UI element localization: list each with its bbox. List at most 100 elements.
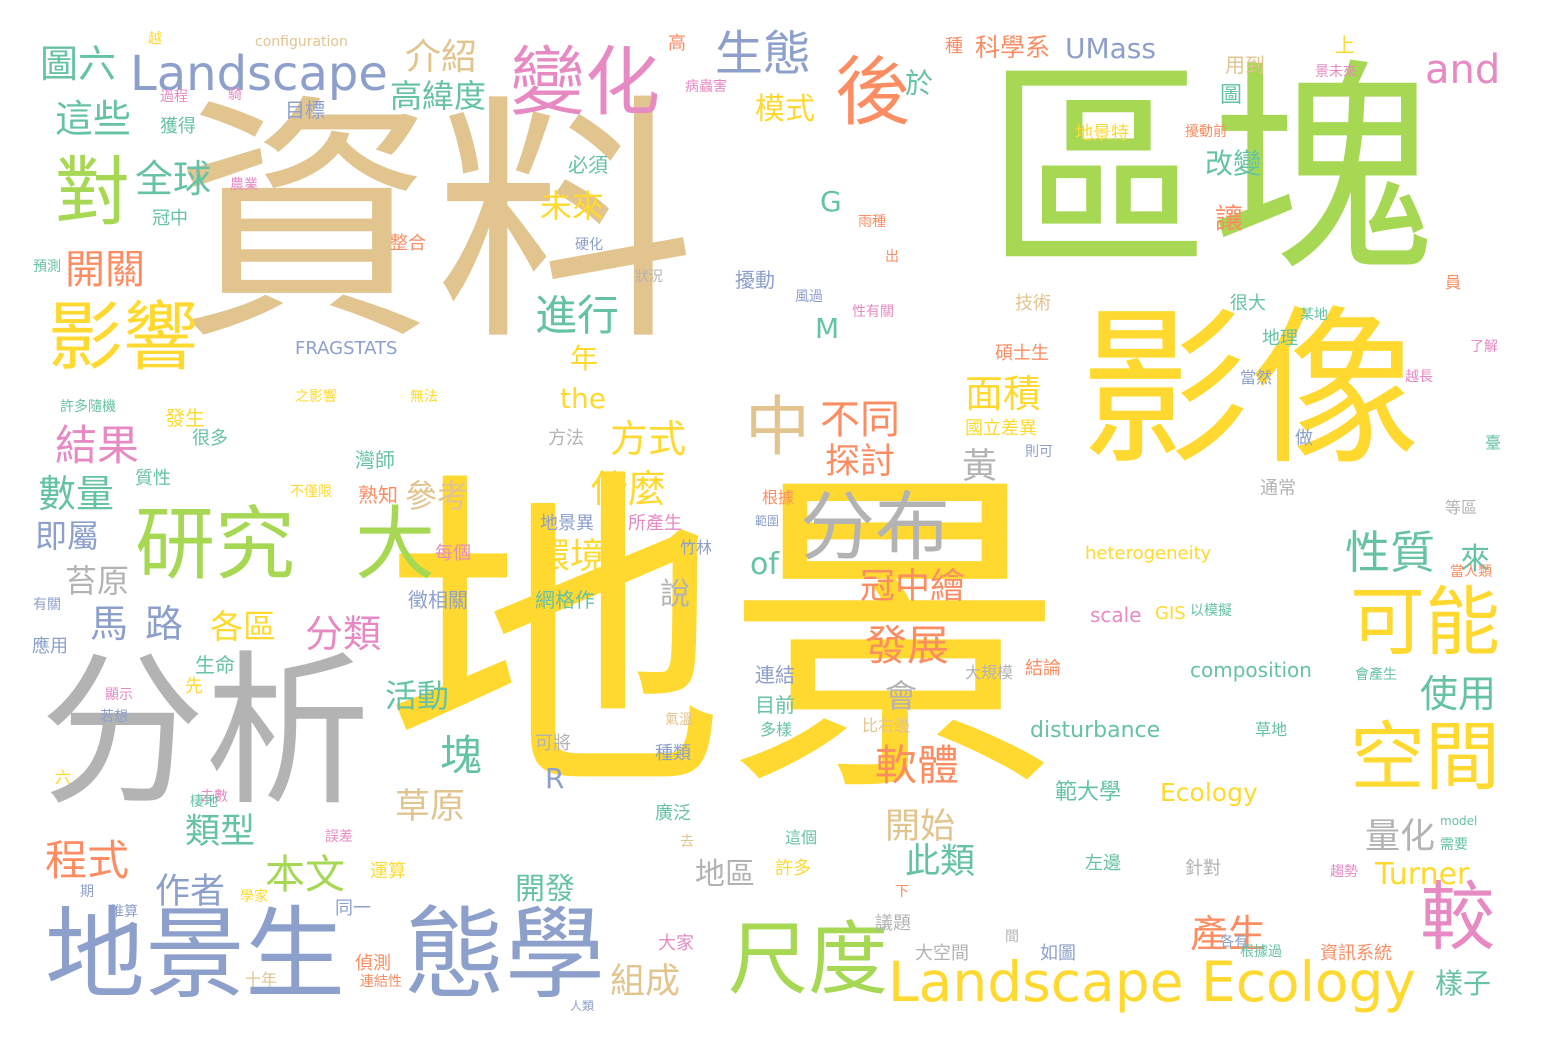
word-39: 不同 bbox=[820, 397, 900, 443]
word-78: disturbance bbox=[1030, 718, 1161, 743]
word-173: 有關 bbox=[33, 597, 61, 613]
word-125: 可將 bbox=[535, 733, 571, 754]
word-86: M bbox=[815, 312, 840, 345]
word-147: 冠中 bbox=[152, 208, 188, 229]
word-102: 當然 bbox=[1240, 368, 1273, 387]
word-141: 發生 bbox=[165, 406, 205, 430]
word-182: 硬化 bbox=[575, 237, 603, 253]
word-150: 出 bbox=[885, 249, 899, 265]
word-174: configuration bbox=[255, 34, 348, 50]
word-74: 地區 bbox=[695, 857, 755, 892]
word-77: 範大學 bbox=[1055, 780, 1122, 805]
word-17: 較 bbox=[1420, 873, 1496, 961]
word-33: 開關 bbox=[65, 247, 145, 293]
word-154: 越長 bbox=[1405, 369, 1433, 385]
word-41: 方式 bbox=[610, 417, 687, 461]
word-72: 組成 bbox=[610, 962, 681, 1002]
word-46: 性質 bbox=[1345, 526, 1436, 579]
word-192: 需要 bbox=[1440, 837, 1468, 853]
word-155: 某地 bbox=[1300, 307, 1328, 323]
word-127: 這個 bbox=[785, 828, 818, 847]
word-16: 可能 bbox=[1350, 578, 1501, 666]
word-121: 大規模 bbox=[965, 663, 1014, 682]
word-53: 各區 bbox=[210, 607, 276, 646]
word-142: 必須 bbox=[568, 153, 608, 177]
word-128: 許多 bbox=[775, 858, 811, 879]
word-137: 先 bbox=[185, 676, 203, 697]
word-36: 結果 bbox=[55, 421, 140, 470]
word-79: composition bbox=[1190, 658, 1312, 682]
word-40: 面積 bbox=[965, 372, 1042, 416]
word-149: 狀況 bbox=[635, 269, 663, 285]
word-63: 類型 bbox=[185, 812, 256, 852]
word-44: 黃 bbox=[962, 447, 998, 487]
word-163: 人類 bbox=[570, 999, 595, 1013]
word-56: 發展 bbox=[865, 621, 950, 670]
word-20: 中 bbox=[745, 390, 811, 465]
word-139: 很多 bbox=[192, 428, 228, 449]
word-160: 十年 bbox=[245, 970, 278, 989]
word-37: 數量 bbox=[38, 472, 115, 516]
word-88: R bbox=[545, 762, 565, 795]
word-49: of bbox=[750, 547, 779, 582]
word-190: 草地 bbox=[1255, 720, 1288, 739]
word-131: 大空間 bbox=[915, 943, 969, 964]
word-80: heterogeneity bbox=[1085, 543, 1212, 564]
word-188: 會產生 bbox=[1355, 667, 1397, 683]
word-196: 去 bbox=[680, 834, 694, 850]
word-168: 顯示 bbox=[105, 687, 133, 703]
word-2: 地景 bbox=[385, 442, 1065, 838]
word-34: 進行 bbox=[535, 291, 620, 340]
word-19: 對 bbox=[55, 148, 131, 236]
word-68: 此類 bbox=[905, 842, 976, 882]
word-27: 高緯度 bbox=[390, 77, 487, 115]
word-172: 不僅限 bbox=[290, 484, 332, 500]
word-92: 技術 bbox=[1015, 293, 1051, 314]
word-11: 變化 bbox=[510, 38, 661, 126]
word-179: 擾動前 bbox=[1185, 124, 1227, 140]
word-10: 分布 bbox=[800, 483, 951, 571]
word-12: 影響 bbox=[48, 293, 199, 381]
word-116: 每個 bbox=[435, 543, 471, 564]
word-38: 即屬 bbox=[35, 517, 100, 555]
word-43: 什麼 bbox=[590, 467, 667, 511]
word-84: the bbox=[560, 382, 606, 415]
word-57: 使用 bbox=[1420, 672, 1497, 716]
word-138: 應用 bbox=[32, 636, 68, 657]
word-183: 風過 bbox=[795, 289, 823, 305]
word-197: 下 bbox=[895, 884, 909, 900]
word-101: 地理 bbox=[1262, 328, 1298, 349]
word-178: 病蟲害 bbox=[685, 79, 727, 95]
word-134: 議題 bbox=[875, 913, 911, 934]
word-48: 環境 bbox=[535, 537, 606, 577]
word-176: 高 bbox=[668, 33, 686, 54]
word-103: 做 bbox=[1295, 428, 1313, 449]
word-94: 改變 bbox=[1205, 147, 1262, 180]
word-25: 介紹 bbox=[405, 37, 478, 78]
word-64: 本文 bbox=[265, 852, 345, 898]
word-98: 上 bbox=[1335, 33, 1355, 57]
word-169: 許多隨機 bbox=[60, 399, 116, 415]
word-29: 於 bbox=[905, 67, 934, 100]
word-106: 等區 bbox=[1445, 498, 1478, 517]
word-195: 誤差 bbox=[325, 829, 353, 845]
word-162: 連結性 bbox=[360, 974, 402, 990]
word-62: 程式 bbox=[45, 836, 130, 885]
word-42: 探討 bbox=[825, 442, 896, 482]
word-146: 目標 bbox=[285, 98, 325, 122]
word-66: 草原 bbox=[395, 787, 466, 827]
word-75: 樣子 bbox=[1435, 967, 1492, 1000]
word-26: 這些 bbox=[55, 97, 132, 141]
word-59: 會 bbox=[885, 677, 918, 715]
word-70: Turner bbox=[1375, 857, 1470, 892]
word-87: G bbox=[820, 185, 842, 218]
word-186: 範圍 bbox=[755, 514, 780, 528]
word-111: 徵相關 bbox=[408, 588, 468, 612]
word-171: 無法 bbox=[410, 389, 438, 405]
word-165: 去數 bbox=[200, 789, 228, 805]
word-166: 棲地 bbox=[190, 794, 218, 810]
word-90: 碩士生 bbox=[995, 343, 1049, 364]
word-144: 獲得 bbox=[160, 116, 196, 137]
word-18: 後 bbox=[835, 48, 911, 136]
word-32: 全球 bbox=[135, 157, 212, 201]
